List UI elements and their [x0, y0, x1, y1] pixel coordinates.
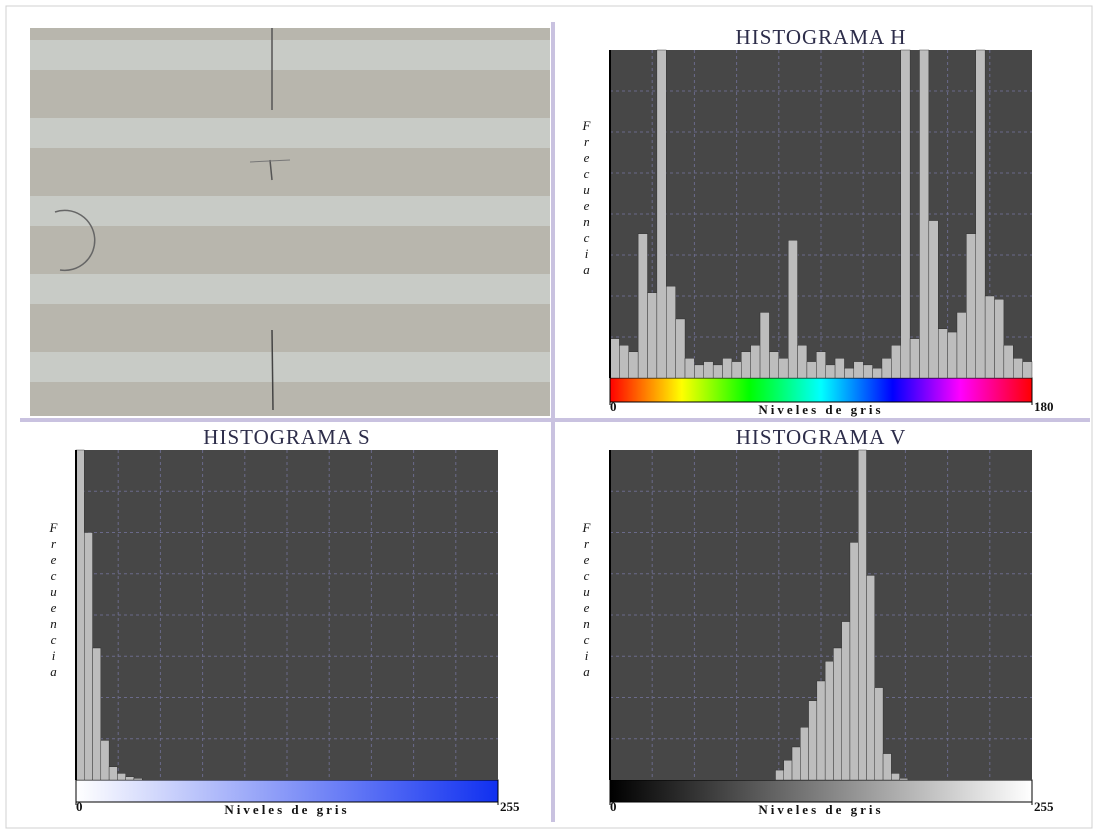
histogram-bar [975, 49, 986, 379]
histogram-bar [966, 233, 976, 379]
histogram-bar [909, 338, 920, 379]
histogram-bar [791, 746, 801, 781]
histogram-bar [722, 358, 733, 379]
histogram-bar [759, 312, 770, 379]
histogram-bar [928, 220, 939, 379]
histogram-bar [853, 361, 864, 379]
histogram-bar [769, 351, 780, 379]
divider [20, 418, 1090, 422]
histogram-bar [1013, 358, 1023, 379]
histogram-bar [712, 364, 723, 379]
histogram-bar [938, 328, 948, 379]
histogram-bar [133, 778, 143, 781]
x-axis-label: Niveles de gris [224, 802, 349, 817]
histogram-bar [628, 351, 639, 379]
x-tick-label: 255 [500, 799, 520, 814]
histogram-bar [125, 776, 135, 781]
histogram-bar [731, 361, 742, 379]
histogram-bar [881, 358, 892, 379]
x-tick-label: 0 [610, 399, 617, 414]
histogram-bar [750, 345, 761, 379]
colorbar [609, 779, 1033, 803]
histogram-bar [891, 773, 900, 781]
histogram-bar [100, 740, 110, 781]
histogram-bar [619, 345, 629, 379]
x-axis-label: Niveles de gris [758, 802, 883, 817]
x-tick-label: 255 [1034, 799, 1054, 814]
histogram-bar [75, 449, 85, 781]
x-tick-label: 180 [1034, 399, 1054, 414]
histogram-bar [778, 358, 789, 379]
histogram-bar [684, 358, 695, 379]
y-axis-label: Frecuencia [579, 520, 594, 680]
chart-title: HISTOGRAMA S [203, 425, 370, 449]
chart-title: HISTOGRAMA V [736, 425, 907, 449]
histogram-bar [808, 700, 818, 781]
histogram-bar [874, 687, 884, 781]
histogram-bar [92, 647, 102, 781]
histogram-bar [741, 351, 751, 379]
histogram-bar [899, 778, 909, 781]
histogram-bar [833, 647, 842, 781]
histogram-bar [609, 338, 620, 379]
histogram-bar [84, 532, 93, 781]
histogram-bar [656, 49, 667, 379]
histogram-bar [800, 727, 809, 781]
histogram-bar [947, 331, 958, 379]
histogram-bar [882, 753, 892, 781]
histogram-bar [858, 449, 867, 781]
x-tick-label: 0 [610, 799, 617, 814]
histogram-bar [108, 766, 118, 781]
histogram-bar [891, 345, 901, 379]
colorbar [75, 779, 499, 803]
histogram-bar [994, 299, 1005, 379]
histogram-bar [824, 661, 834, 781]
histogram-bar [825, 364, 836, 379]
histogram-bar [849, 542, 859, 781]
histogram-bar [797, 345, 808, 379]
histogram-bar [1022, 361, 1033, 379]
histogram-bar [956, 312, 967, 379]
histogram-bar [816, 351, 826, 379]
histogram-bar [919, 49, 930, 379]
histogram-bar [984, 295, 995, 379]
histogram-bar [841, 621, 851, 781]
histogram-bar [866, 575, 875, 781]
histogram-bar [844, 367, 855, 379]
histogram-bar [117, 773, 126, 781]
colorbar [609, 377, 1033, 403]
histogram-bar [787, 240, 798, 379]
histogram-bar [806, 361, 817, 379]
histogram-bar [1003, 345, 1014, 379]
histogram-bar [900, 49, 911, 379]
x-tick-label: 0 [76, 799, 83, 814]
y-axis-label: Frecuencia [46, 520, 61, 680]
histogram-bar [647, 292, 658, 379]
histogram-bar [783, 760, 793, 781]
y-axis-label: Frecuencia [579, 118, 594, 278]
histogram-bar [666, 285, 676, 379]
histogram-bar [775, 769, 784, 781]
histogram-bar [834, 358, 845, 379]
chart-title: HISTOGRAMA H [736, 25, 907, 49]
histogram-bar [675, 318, 686, 379]
histogram-bar [637, 233, 648, 379]
x-axis-label: Niveles de gris [758, 402, 883, 417]
histogram-bar [816, 680, 826, 781]
histogram-bar [863, 364, 873, 379]
histogram-bar [872, 367, 883, 379]
photo [30, 28, 550, 416]
histogram-bar [694, 364, 704, 379]
histogram-bar [703, 361, 714, 379]
